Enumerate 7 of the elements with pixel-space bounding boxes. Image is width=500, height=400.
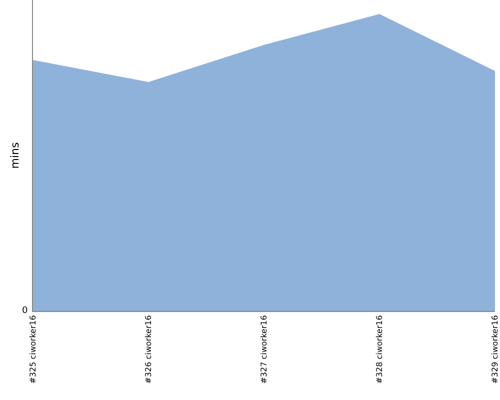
x-tick-label: #325 ciworker16 [28,315,38,384]
x-tick-label: #327 ciworker16 [260,315,269,384]
x-tick-label: #329 ciworker16 [490,315,500,384]
x-tick-label: #328 ciworker16 [375,315,384,384]
text: 0 [22,306,28,316]
x-tick-label: #326 ciworker16 [144,315,154,384]
y-axis-title: mins [8,142,22,169]
